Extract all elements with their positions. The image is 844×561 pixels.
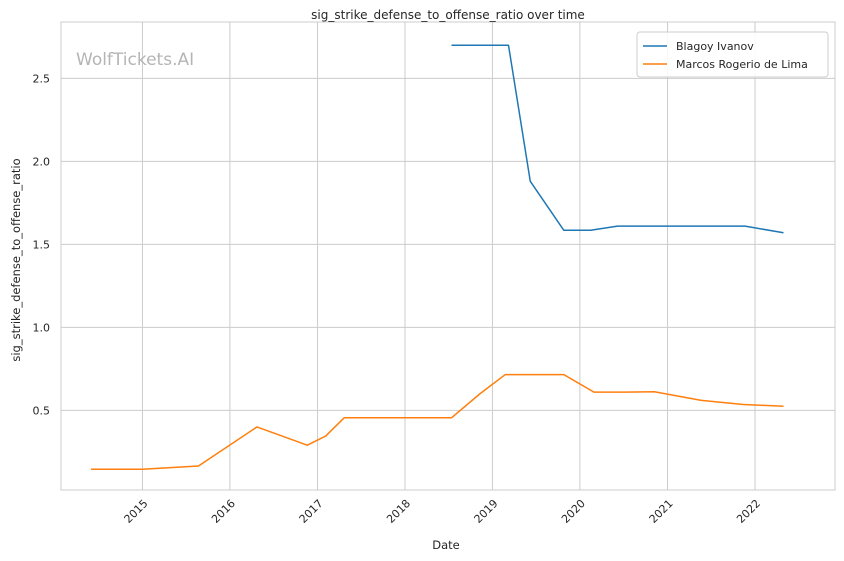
legend-label-blagoy-ivanov: Blagoy Ivanov bbox=[676, 40, 754, 53]
watermark-text: WolfTickets.AI bbox=[76, 50, 194, 70]
series-line-marcos-rogerio-de-lima bbox=[90, 373, 784, 471]
y-tick-label-2-5: 2.5 bbox=[33, 72, 51, 85]
x-axis-title: Date bbox=[432, 538, 460, 552]
y-axis-title: sig_strike_defense_to_offense_ratio bbox=[9, 158, 23, 361]
y-tick-label-0-5: 0.5 bbox=[33, 404, 51, 417]
series-line-blagoy-ivanov bbox=[451, 44, 784, 234]
legend-label-marcos-rogerio-de-lima: Marcos Rogerio de Lima bbox=[676, 58, 808, 71]
grid-lines bbox=[61, 22, 835, 490]
y-tick-label-2-0: 2.0 bbox=[33, 155, 51, 168]
chart-title: sig_strike_defense_to_offense_ratio over… bbox=[311, 8, 585, 22]
legend: Blagoy Ivanov Marcos Rogerio de Lima bbox=[636, 31, 829, 78]
legend-box bbox=[636, 31, 829, 78]
y-tick-label-1-0: 1.0 bbox=[33, 321, 51, 334]
plot-frame bbox=[60, 21, 836, 491]
y-axis-ticks: 0.5 1.0 1.5 2.0 2.5 bbox=[33, 72, 51, 417]
series-lines bbox=[90, 44, 784, 471]
y-tick-label-1-5: 1.5 bbox=[33, 238, 51, 251]
